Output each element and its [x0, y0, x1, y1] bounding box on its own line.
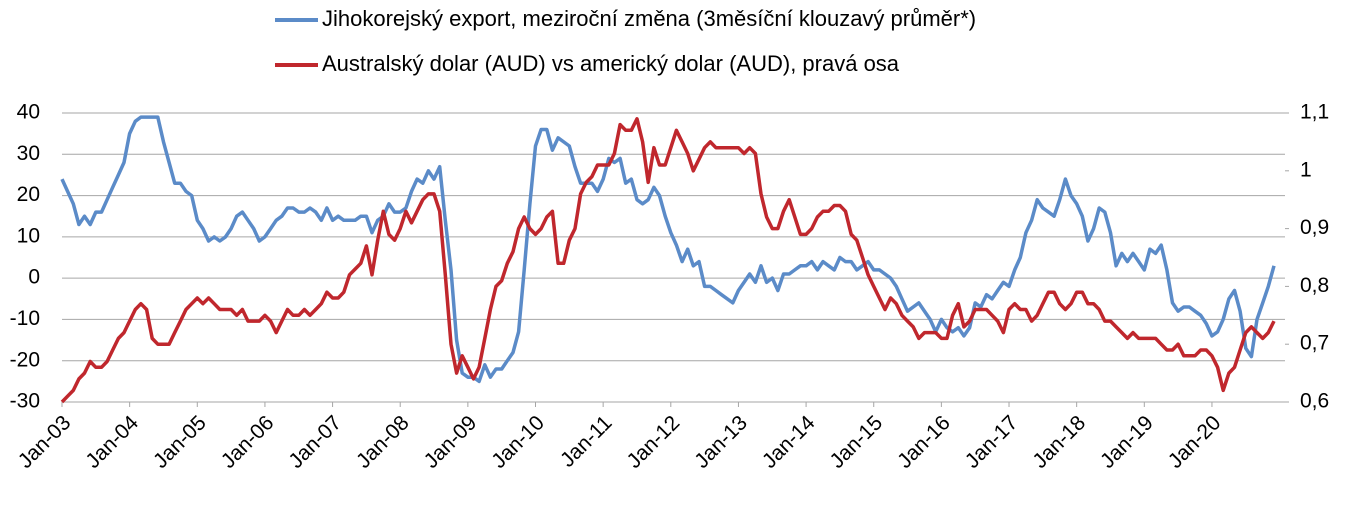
y-tick-label: 30	[17, 142, 40, 165]
y2-tick-label: 0,8	[1300, 274, 1329, 297]
y-tick-label: 10	[17, 224, 40, 247]
series-line	[60, 115, 1276, 384]
x-tick-label: Jan-06	[217, 411, 279, 473]
x-tick-label: Jan-16	[893, 411, 955, 473]
x-tick-label: Jan-13	[690, 411, 752, 473]
y2-tick-label: 1	[1300, 158, 1312, 181]
y2-tick-label: 0,6	[1300, 390, 1329, 413]
x-tick-label: Jan-17	[961, 411, 1023, 473]
x-tick-label: Jan-12	[623, 411, 685, 473]
x-tick-label: Jan-05	[149, 411, 211, 473]
x-tick-label: Jan-09	[420, 411, 482, 473]
x-tick-label: Jan-18	[1028, 411, 1090, 473]
y-tick-label: -20	[10, 348, 40, 371]
x-tick-label: Jan-20	[1164, 411, 1226, 473]
x-tick-label: Jan-03	[14, 411, 76, 473]
legend-text: Jihokorejský export, meziroční změna (3m…	[322, 6, 976, 31]
y-tick-label: 40	[17, 101, 40, 124]
series-line	[60, 117, 1276, 404]
x-tick-label: Jan-04	[81, 411, 143, 473]
x-tick-label: Jan-08	[352, 411, 414, 473]
x-tick-label: Jan-11	[556, 411, 617, 472]
x-tick-label: Jan-15	[826, 411, 888, 473]
y2-tick-label: 1,1	[1300, 101, 1329, 124]
x-tick-label: Jan-14	[758, 411, 820, 473]
y-tick-label: -30	[10, 390, 40, 413]
y-tick-label: 0	[28, 266, 40, 289]
x-tick-label: Jan-07	[284, 411, 346, 473]
x-tick-label: Jan-19	[1096, 411, 1158, 473]
y2-tick-label: 0,9	[1300, 216, 1329, 239]
legend-text: Australský dolar (AUD) vs americký dolar…	[322, 51, 900, 76]
y-tick-label: 20	[17, 183, 40, 206]
y-tick-label: -10	[10, 307, 40, 330]
y2-tick-label: 0,7	[1300, 332, 1329, 355]
x-tick-label: Jan-10	[487, 411, 549, 473]
